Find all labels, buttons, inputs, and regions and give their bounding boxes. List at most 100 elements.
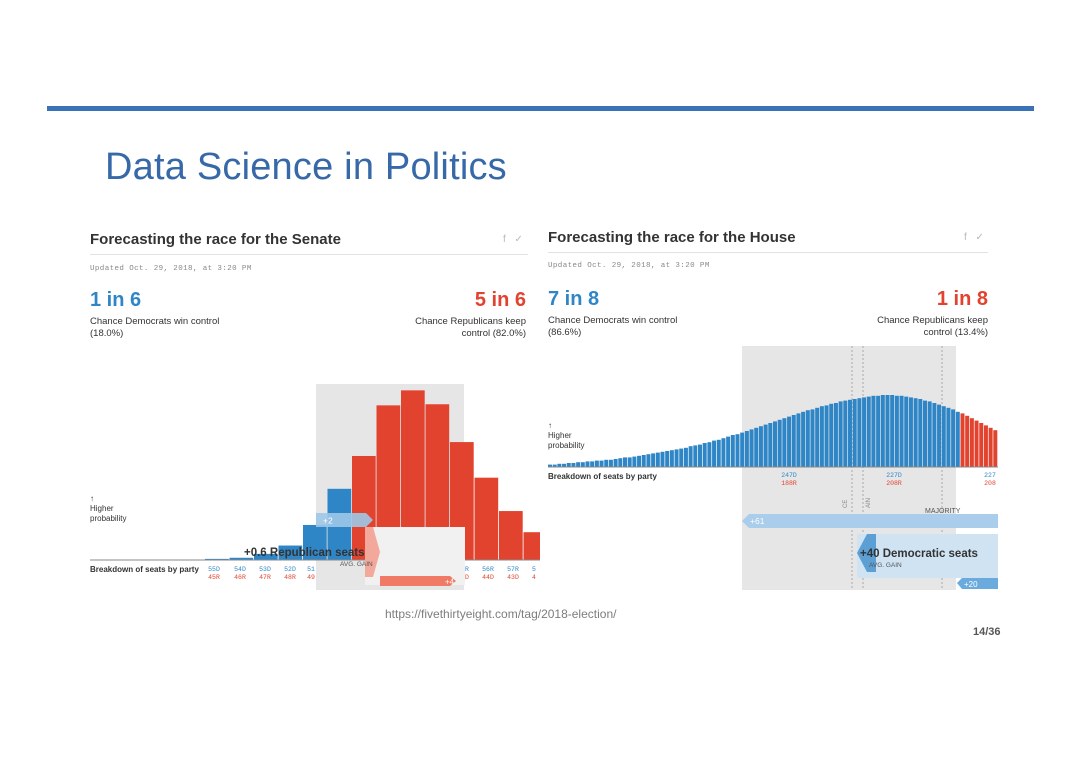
senate-tick-0-dem: 55D: [208, 566, 220, 573]
house-band-high-arrow: [742, 514, 998, 528]
senate-tick-0-rep: 45R: [208, 574, 220, 581]
title-rule: [47, 106, 1034, 111]
house-share-icons[interactable]: f ✓: [964, 232, 987, 243]
house-bar-60: [829, 403, 834, 467]
house-bar-79: [918, 399, 923, 467]
house-bar-2: [557, 463, 562, 467]
senate-bar-45D: [499, 511, 523, 560]
house-bar-43: [749, 429, 754, 467]
senate-avg-gain-sub: AVG. GAIN: [340, 561, 373, 568]
senate-higher-prob: ↑ Higher probability: [90, 494, 127, 523]
house-bar-22: [651, 453, 656, 467]
house-bar-11: [599, 460, 604, 467]
house-bar-65: [852, 399, 857, 467]
house-bar-47: [768, 423, 773, 467]
senate-bar-53D: [303, 524, 327, 560]
senate-band-low-arrow: [316, 513, 373, 527]
senate-bar-44D: [523, 532, 540, 560]
house-bar-28: [679, 448, 684, 467]
house-bar-44: [754, 427, 759, 467]
house-bar-0: [548, 464, 552, 467]
house-band-low-arrow: [957, 578, 998, 589]
senate-bar-56D: [229, 557, 254, 560]
house-bar-69: [871, 395, 876, 467]
house-rep-label: Chance Republicans keep control (13.4%): [877, 315, 988, 338]
senate-band-low: +2: [323, 516, 333, 526]
senate-bar-57D: [205, 558, 229, 560]
house-bar-21: [646, 454, 651, 467]
house-bar-49: [777, 419, 782, 467]
senate-bar-50D: [376, 405, 401, 560]
house-bar-72: [885, 395, 890, 467]
senate-bar-46D: [474, 477, 499, 560]
senate-band-high-arrow: [380, 576, 456, 586]
house-bar-30: [688, 446, 693, 467]
senate-dem-odds: 1 in 6: [90, 289, 142, 311]
senate-tick-3-rep: 48R: [284, 574, 296, 581]
senate-divider: [90, 254, 528, 255]
house-bar-41: [740, 432, 745, 467]
house-bar-66: [857, 398, 862, 467]
house-bar-16: [623, 457, 627, 467]
senate-avg-gain-arrow: [365, 527, 380, 577]
house-bar-24: [660, 451, 665, 467]
house-avg-gain-sub: AVG. GAIN: [869, 562, 902, 569]
house-bar-18: [632, 456, 637, 467]
house-bar-32: [698, 444, 702, 467]
house-band-high: +61: [750, 516, 765, 526]
house-bar-71: [880, 395, 885, 467]
house-bar-50: [782, 418, 787, 467]
senate-tick-right-3-rep: 4: [532, 574, 536, 581]
house-tick-1-dem: 227D: [886, 472, 902, 479]
house-bar-94: [988, 427, 993, 467]
house-bar-23: [655, 452, 660, 467]
house-bar-1: [552, 464, 557, 467]
house-bar-92: [979, 423, 984, 467]
senate-tick-right-2-rep: 43D: [507, 574, 519, 581]
house-tick-1: 227D 208R: [883, 472, 905, 488]
house-dem-odds: 7 in 8: [548, 288, 600, 310]
house-tick-0: 247D 188R: [778, 472, 800, 488]
senate-chart: +2 +0.6 Republican seats AVG. GAIN +4: [90, 384, 540, 590]
house-bar-57: [815, 407, 820, 467]
house-dem-label: Chance Democrats win control (86.6%): [548, 315, 678, 338]
house-bar-48: [773, 421, 777, 467]
house-breakdown-label: Breakdown of seats by party: [548, 472, 657, 481]
house-bar-84: [941, 406, 946, 467]
house-bar-85: [946, 407, 951, 467]
house-bar-20: [641, 455, 646, 467]
house-bar-33: [702, 443, 707, 467]
house-bar-3: [562, 463, 567, 467]
house-bar-78: [913, 398, 918, 467]
house-bar-86: [951, 409, 956, 467]
senate-tick-right-0-rep: D: [465, 574, 469, 581]
house-gain-panel: [857, 534, 998, 578]
house-bar-37: [721, 438, 726, 467]
house-bar-19: [637, 455, 642, 467]
house-bar-14: [613, 459, 618, 467]
senate-bar-54D: [278, 545, 303, 560]
house-bar-10: [594, 460, 599, 467]
house-avg-gain-arrow: [857, 534, 876, 572]
senate-tick-4: 51 49: [306, 566, 316, 582]
source-url[interactable]: https://fivethirtyeight.com/tag/2018-ele…: [385, 607, 617, 621]
house-bar-40: [735, 434, 740, 467]
house-bar-59: [824, 405, 829, 467]
slide-title: Data Science in Politics: [105, 146, 507, 188]
house-bar-88: [960, 413, 965, 467]
house-bar-95: [993, 430, 998, 467]
house-tick-2: 227 208: [982, 472, 998, 488]
house-majority-label: MAJORITY: [925, 508, 961, 515]
senate-rep-label: Chance Republicans keep control (82.0%): [415, 316, 526, 339]
house-bar-61: [833, 403, 838, 467]
house-bar-62: [838, 401, 843, 467]
house-vert-label-1: AIN: [866, 498, 872, 508]
house-bar-46: [763, 424, 768, 467]
senate-share-icons[interactable]: f ✓: [503, 234, 526, 245]
senate-breakdown-label: Breakdown of seats by party: [90, 565, 199, 574]
senate-tick-right-2: 57R 43D: [506, 566, 520, 582]
house-bar-83: [937, 404, 942, 467]
house-bar-67: [862, 397, 867, 467]
senate-tick-3-dem: 52D: [284, 566, 296, 573]
